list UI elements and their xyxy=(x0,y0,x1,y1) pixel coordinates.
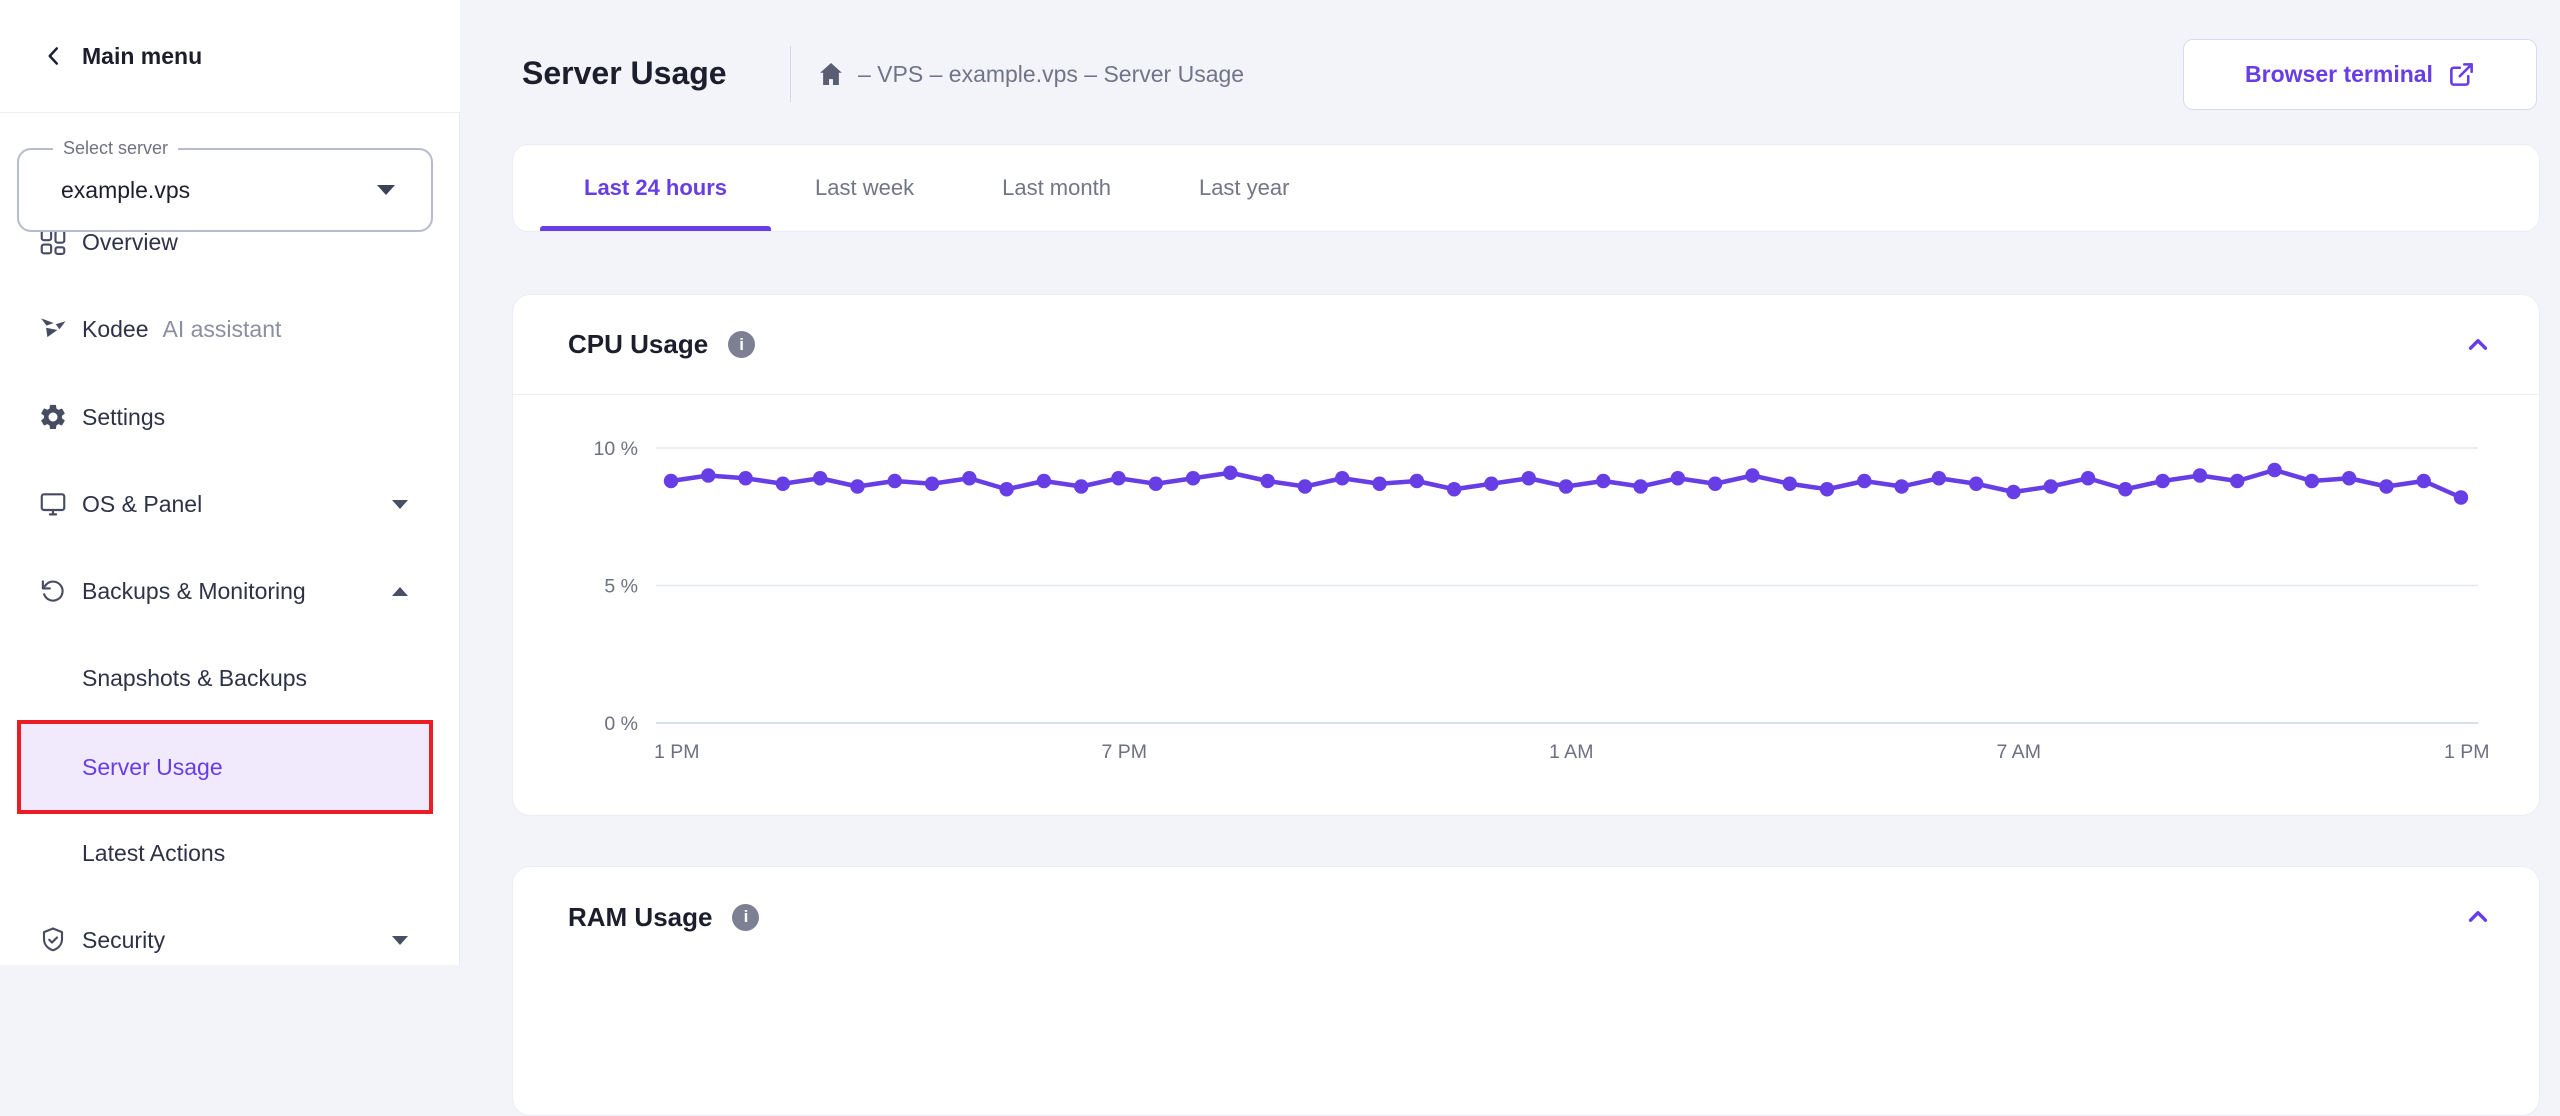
sidebar-item-server-usage[interactable]: Server Usage xyxy=(0,737,460,797)
time-range-tabs: Last 24 hours Last week Last month Last … xyxy=(512,144,2540,232)
caret-down-icon xyxy=(377,185,395,195)
server-select-value: example.vps xyxy=(61,176,191,203)
sidebar-item-label: Backups & Monitoring xyxy=(82,577,306,604)
chevron-up-icon[interactable] xyxy=(2461,900,2495,934)
ram-card-header: RAM Usage i xyxy=(513,867,2539,967)
main-menu-label: Main menu xyxy=(82,42,203,69)
sidebar-item-latest-actions[interactable]: Latest Actions xyxy=(0,823,460,883)
ram-usage-card: RAM Usage i xyxy=(512,866,2540,1116)
browser-terminal-label: Browser terminal xyxy=(2245,61,2433,87)
sidebar-item-settings[interactable]: Settings xyxy=(0,387,460,447)
sidebar-item-label: Security xyxy=(82,926,166,953)
svg-text:1 PM: 1 PM xyxy=(2444,741,2490,763)
svg-text:1 AM: 1 AM xyxy=(1549,741,1593,763)
page-title: Server Usage xyxy=(522,55,727,91)
sidebar-item-overview[interactable]: Overview xyxy=(0,212,460,272)
gear-icon xyxy=(41,404,65,430)
server-select-label: Select server xyxy=(53,138,179,159)
chevron-down-icon xyxy=(392,935,408,945)
sidebar-item-backups-monitoring[interactable]: Backups & Monitoring xyxy=(0,561,460,621)
chevron-down-icon xyxy=(392,499,408,509)
cpu-usage-card: CPU Usage i 10 % 5 % 0 % 1 PM 7 PM 1 AM 7 AM 1 … xyxy=(512,294,2540,816)
sidebar-item-label: Settings xyxy=(82,403,166,430)
svg-text:7 AM: 7 AM xyxy=(1997,741,2041,763)
external-link-icon xyxy=(2450,63,2473,86)
tab-last-week[interactable]: Last week xyxy=(815,175,915,200)
title-divider xyxy=(790,46,791,102)
breadcrumb: – VPS – example.vps – Server Usage xyxy=(858,61,1245,87)
kodee-bird-icon xyxy=(41,318,66,338)
tab-last-month[interactable]: Last month xyxy=(1002,175,1111,200)
sidebar-item-label: Latest Actions xyxy=(82,839,226,866)
restore-icon xyxy=(41,580,64,602)
active-item-highlight xyxy=(21,724,429,810)
sidebar: Main menu Select server example.vps Over… xyxy=(0,0,460,965)
cpu-usage-chart: 10 % 5 % 0 % 1 PM 7 PM 1 AM 7 AM 1 PM xyxy=(513,395,2541,816)
sidebar-item-snapshots-backups[interactable]: Snapshots & Backups xyxy=(0,648,460,708)
ram-card-title: RAM Usage xyxy=(568,901,713,932)
sidebar-item-label: Overview xyxy=(82,228,178,255)
cpu-card-header: CPU Usage i xyxy=(513,295,2539,395)
main-menu-back-button[interactable]: Main menu xyxy=(0,0,460,113)
home-icon[interactable] xyxy=(816,59,846,89)
info-icon[interactable]: i xyxy=(732,903,760,931)
monitor-icon xyxy=(40,493,66,516)
sidebar-item-label: Snapshots & Backups xyxy=(82,664,308,691)
tab-last-year[interactable]: Last year xyxy=(1198,175,1290,200)
sidebar-item-os-panel[interactable]: OS & Panel xyxy=(0,474,460,534)
chevron-left-icon xyxy=(48,47,59,65)
svg-text:1 PM: 1 PM xyxy=(654,741,700,763)
sidebar-item-security[interactable]: Security xyxy=(0,910,460,970)
svg-text:10 %: 10 % xyxy=(594,438,638,460)
chevron-up-icon xyxy=(392,586,408,596)
sidebar-item-label: OS & Panel xyxy=(82,490,203,517)
shield-check-icon xyxy=(42,927,64,952)
svg-text:7 PM: 7 PM xyxy=(1102,741,1148,763)
browser-terminal-button[interactable]: Browser terminal xyxy=(2183,39,2537,110)
info-icon[interactable]: i xyxy=(728,331,756,358)
sidebar-item-suffix: AI assistant xyxy=(162,315,282,342)
sidebar-item-label: Kodee xyxy=(82,315,149,342)
svg-text:5 %: 5 % xyxy=(604,576,638,598)
svg-text:0 %: 0 % xyxy=(604,713,638,735)
server-select-dropdown[interactable]: Select server example.vps xyxy=(17,138,433,232)
cpu-line-chart: 10 % 5 % 0 % 1 PM 7 PM 1 AM 7 AM 1 PM xyxy=(594,438,2490,763)
cpu-card-title: CPU Usage xyxy=(568,329,709,359)
sidebar-item-kodee[interactable]: Kodee AI assistant xyxy=(0,299,460,359)
chevron-up-icon[interactable] xyxy=(2461,328,2495,362)
tab-last-24-hours[interactable]: Last 24 hours xyxy=(540,145,772,231)
sidebar-item-label: Server Usage xyxy=(82,753,223,780)
